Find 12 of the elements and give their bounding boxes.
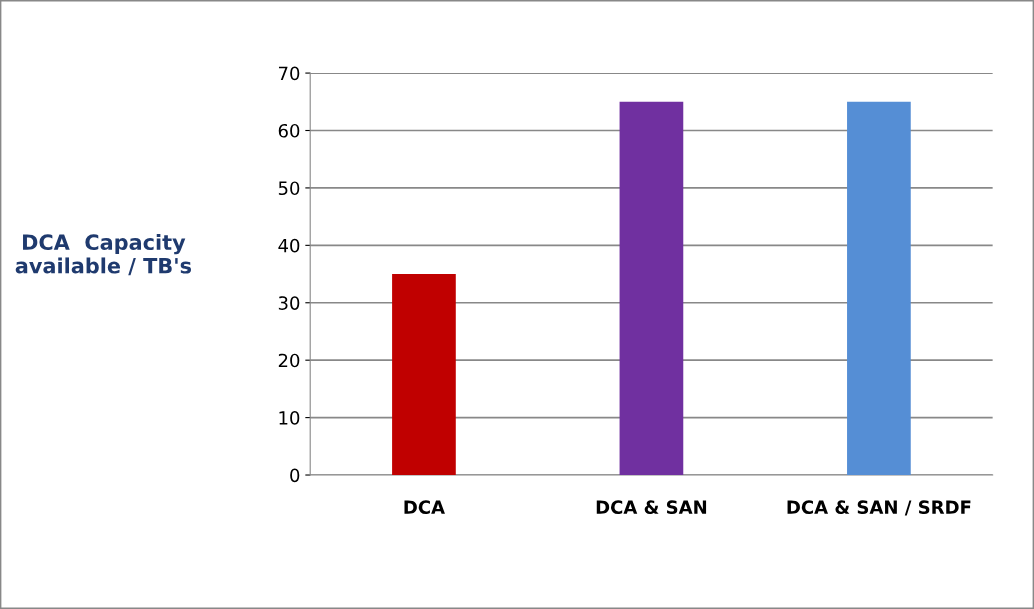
x-tick-label: DCA & SAN (596, 500, 707, 514)
x-tick-label: DCA & SAN / SRDF (787, 500, 971, 516)
y-tick-label: 50 (278, 181, 300, 196)
y-tick-label: 70 (278, 66, 300, 81)
y-tick-label: 30 (278, 296, 300, 310)
y-tick-label: 10 (279, 411, 300, 425)
y-tick-label: 60 (278, 123, 300, 138)
x-tick-label: DCA (404, 500, 445, 514)
y-tick-label: 0 (290, 468, 300, 483)
y-tick-label: 40 (278, 238, 300, 253)
y-tick-label: 20 (278, 353, 300, 368)
y-axis-title: DCA Capacity available / TB's (15, 233, 192, 276)
